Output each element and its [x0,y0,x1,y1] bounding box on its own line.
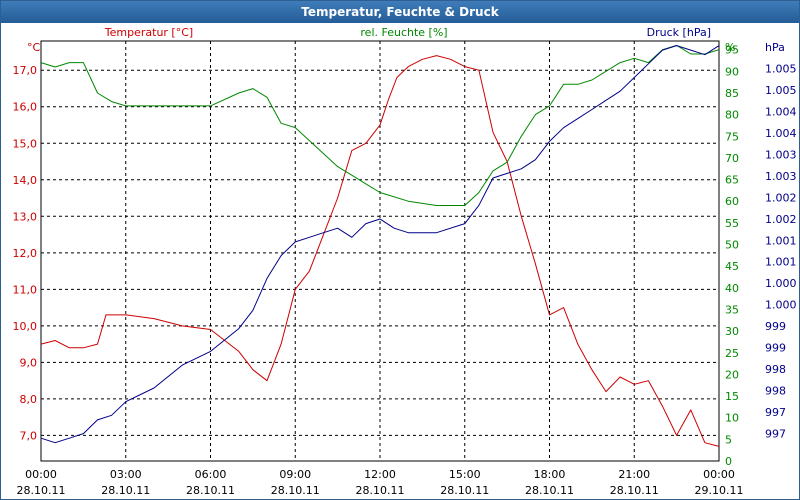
humidity-tick-label: 80 [725,109,739,122]
x-tick-date-label: 28.10.11 [101,484,150,497]
legend-label-1: Temperatur [°C] [104,26,193,39]
temperature-tick-label: 9,0 [20,356,38,369]
pressure-tick-label: 997 [765,406,786,419]
pressure-tick-label: 998 [765,385,786,398]
humidity-tick-label: 30 [725,325,739,338]
pressure-tick-label: 999 [765,342,786,355]
series-line-3 [40,45,720,444]
window-title: Temperatur, Feuchte & Druck [1,1,799,23]
humidity-tick-label: 75 [725,130,739,143]
pressure-tick-label: 1.001 [765,256,797,269]
x-tick-time-label: 15:00 [449,468,481,481]
x-tick-time-label: 12:00 [364,468,396,481]
pressure-tick-label: 1.004 [765,127,797,140]
pressure-tick-label: 1.004 [765,105,797,118]
pressure-tick-label: 1.001 [765,234,797,247]
pressure-tick-label: 1.005 [765,84,797,97]
x-tick-date-label: 29.10.11 [695,484,744,497]
x-tick-time-label: 18:00 [534,468,566,481]
humidity-tick-label: 15 [725,390,739,403]
temperature-tick-label: 17,0 [13,64,38,77]
pressure-tick-label: 999 [765,320,786,333]
x-tick-time-label: 06:00 [195,468,227,481]
pressure-tick-label: 1.003 [765,148,797,161]
x-tick-time-label: 21:00 [618,468,650,481]
temperature-tick-label: 16,0 [13,101,38,114]
x-tick-date-label: 28.10.11 [525,484,574,497]
temperature-tick-label: 8,0 [20,393,38,406]
humidity-tick-label: 65 [725,174,739,187]
pressure-tick-label: 997 [765,428,786,441]
humidity-tick-label: 50 [725,239,739,252]
humidity-tick-label: 5 [725,433,732,446]
legend-label-3: Druck [hPa] [647,26,711,39]
humidity-tick-label: 25 [725,347,739,360]
pressure-tick-label: 1.000 [765,277,797,290]
pressure-tick-label: 998 [765,363,786,376]
x-tick-date-label: 28.10.11 [440,484,489,497]
temperature-tick-label: 14,0 [13,174,38,187]
pressure-tick-label: 1.000 [765,299,797,312]
x-tick-time-label: 03:00 [110,468,142,481]
temperature-tick-label: 7,0 [20,429,38,442]
humidity-tick-label: 60 [725,195,739,208]
humidity-tick-label: 85 [725,87,739,100]
humidity-tick-label: 40 [725,282,739,295]
temperature-tick-label: 10,0 [13,320,38,333]
pressure-tick-label: 1.005 [765,62,797,75]
temperature-tick-label: 12,0 [13,247,38,260]
temperature-tick-label: 15,0 [13,137,38,150]
pressure-tick-label: 1.002 [765,191,797,204]
humidity-tick-label: 55 [725,217,739,230]
humidity-tick-label: 95 [725,44,739,57]
temperature-tick-label: 13,0 [13,210,38,223]
pressure-tick-label: 1.002 [765,213,797,226]
humidity-tick-label: 10 [725,412,739,425]
humidity-tick-label: 0 [725,455,732,468]
temperature-tick-label: 11,0 [13,283,38,296]
humidity-tick-label: 70 [725,152,739,165]
x-tick-date-label: 28.10.11 [610,484,659,497]
series-line-2 [40,44,720,206]
x-tick-date-label: 28.10.11 [186,484,235,497]
humidity-tick-label: 20 [725,368,739,381]
x-tick-time-label: 00:00 [25,468,57,481]
humidity-axis-unit: % [725,41,735,54]
temperature-axis-unit: °C [27,41,41,54]
pressure-axis-unit: hPa [765,41,785,54]
humidity-tick-label: 90 [725,65,739,78]
pressure-tick-label: 1.003 [765,170,797,183]
x-tick-date-label: 28.10.11 [356,484,405,497]
x-tick-date-label: 28.10.11 [271,484,320,497]
x-tick-date-label: 28.10.11 [17,484,66,497]
legend-label-2: rel. Feuchte [%] [360,26,447,39]
x-tick-time-label: 00:00 [703,468,735,481]
humidity-tick-label: 35 [725,303,739,316]
series-line-1 [40,55,720,447]
x-tick-time-label: 09:00 [279,468,311,481]
humidity-tick-label: 45 [725,260,739,273]
